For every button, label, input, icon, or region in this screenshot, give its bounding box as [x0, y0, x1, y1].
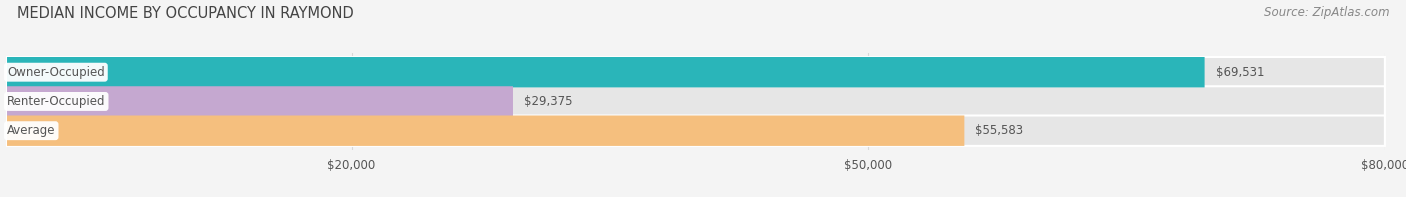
Text: Average: Average	[7, 124, 55, 137]
Text: $55,583: $55,583	[976, 124, 1024, 137]
FancyBboxPatch shape	[7, 86, 1385, 117]
Text: $69,531: $69,531	[1216, 66, 1264, 79]
Text: Renter-Occupied: Renter-Occupied	[7, 95, 105, 108]
FancyBboxPatch shape	[7, 86, 513, 117]
Text: Owner-Occupied: Owner-Occupied	[7, 66, 105, 79]
Text: $29,375: $29,375	[524, 95, 572, 108]
Text: Source: ZipAtlas.com: Source: ZipAtlas.com	[1264, 6, 1389, 19]
FancyBboxPatch shape	[7, 115, 1385, 146]
Text: MEDIAN INCOME BY OCCUPANCY IN RAYMOND: MEDIAN INCOME BY OCCUPANCY IN RAYMOND	[17, 6, 354, 21]
FancyBboxPatch shape	[7, 57, 1385, 87]
FancyBboxPatch shape	[7, 115, 965, 146]
FancyBboxPatch shape	[7, 57, 1205, 87]
